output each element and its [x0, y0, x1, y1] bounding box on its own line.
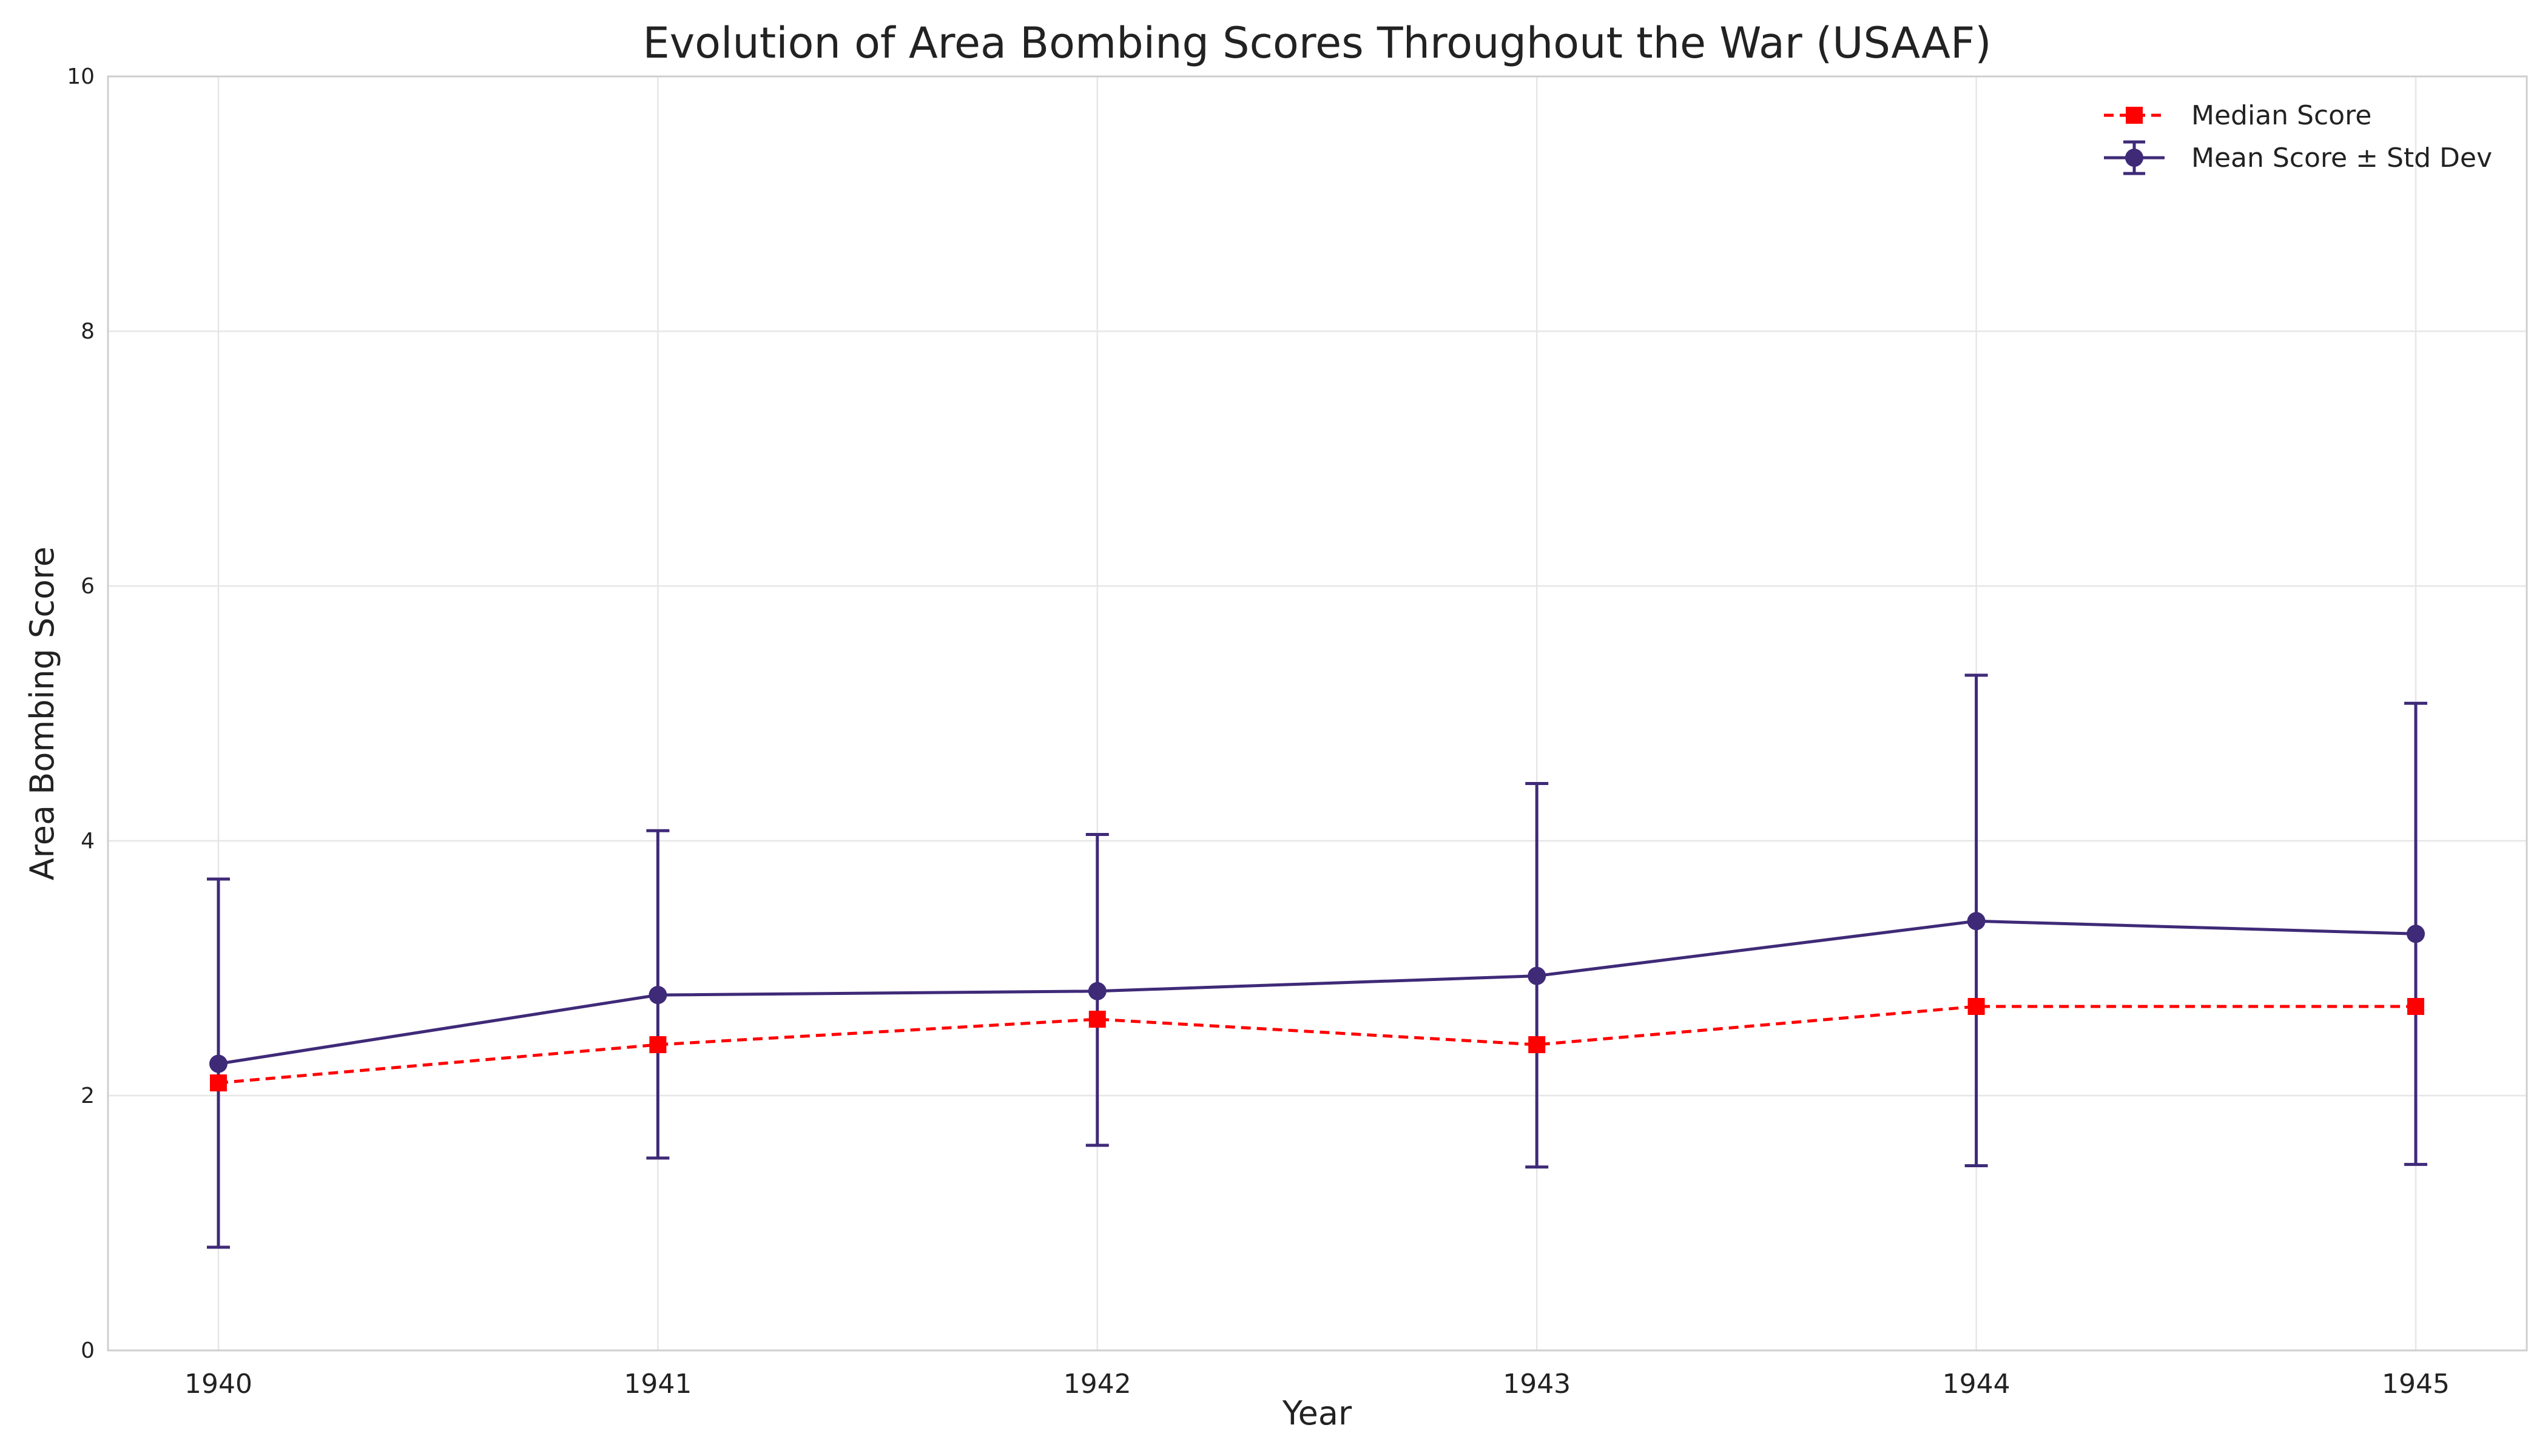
y-tick-label: 10	[67, 64, 95, 89]
legend-item-mean: Mean Score ± Std Dev	[2104, 140, 2492, 175]
series-mean	[207, 673, 2427, 1249]
series-line-median	[218, 1005, 2416, 1085]
legend-mean-marker	[2125, 149, 2143, 167]
y-axis-label: Area Bombing Score	[23, 547, 61, 880]
x-tick-label: 1940	[184, 1369, 252, 1400]
x-tick-label: 1945	[2382, 1369, 2450, 1400]
x-ticks: 1940 1941 1942 1943 1944 1945	[184, 1369, 2450, 1400]
y-tick-label: 8	[81, 319, 95, 344]
x-tick-label: 1942	[1063, 1369, 1131, 1400]
mean-point	[2407, 925, 2425, 943]
mean-point	[1088, 982, 1107, 1000]
mean-point	[1528, 966, 1546, 985]
median-point	[1528, 1036, 1546, 1053]
legend-item-median: Median Score	[2104, 100, 2371, 131]
series-layer	[207, 673, 2427, 1249]
legend-mean-label: Mean Score ± Std Dev	[2191, 143, 2492, 174]
median-point	[1088, 1011, 1106, 1028]
median-point	[2407, 998, 2424, 1015]
x-tick-label: 1943	[1503, 1369, 1571, 1400]
y-tick-label: 4	[81, 829, 95, 854]
plot-background	[108, 76, 2527, 1350]
y-tick-label: 0	[81, 1338, 95, 1363]
plot-frame	[107, 75, 2528, 1352]
series-line-mean	[218, 919, 2416, 1065]
x-tick-label: 1944	[1943, 1369, 2010, 1400]
median-point	[649, 1036, 667, 1053]
y-ticks: 0 2 4 6 8 10	[67, 64, 95, 1363]
legend: Median Score Mean Score ± Std Dev	[2104, 100, 2492, 175]
mean-point	[209, 1054, 228, 1073]
legend-median-marker	[2126, 107, 2143, 124]
y-tick-label: 6	[81, 574, 95, 599]
x-axis-label: Year	[1282, 1394, 1352, 1432]
median-point	[210, 1074, 227, 1091]
series-median	[210, 998, 2424, 1091]
y-tick-label: 2	[81, 1084, 95, 1108]
mean-point	[649, 986, 667, 1005]
chart-title: Evolution of Area Bombing Scores Through…	[642, 18, 1991, 68]
x-tick-label: 1941	[624, 1369, 692, 1400]
legend-median-label: Median Score	[2191, 100, 2371, 131]
median-point	[1967, 998, 1985, 1015]
mean-point	[1967, 912, 1986, 931]
